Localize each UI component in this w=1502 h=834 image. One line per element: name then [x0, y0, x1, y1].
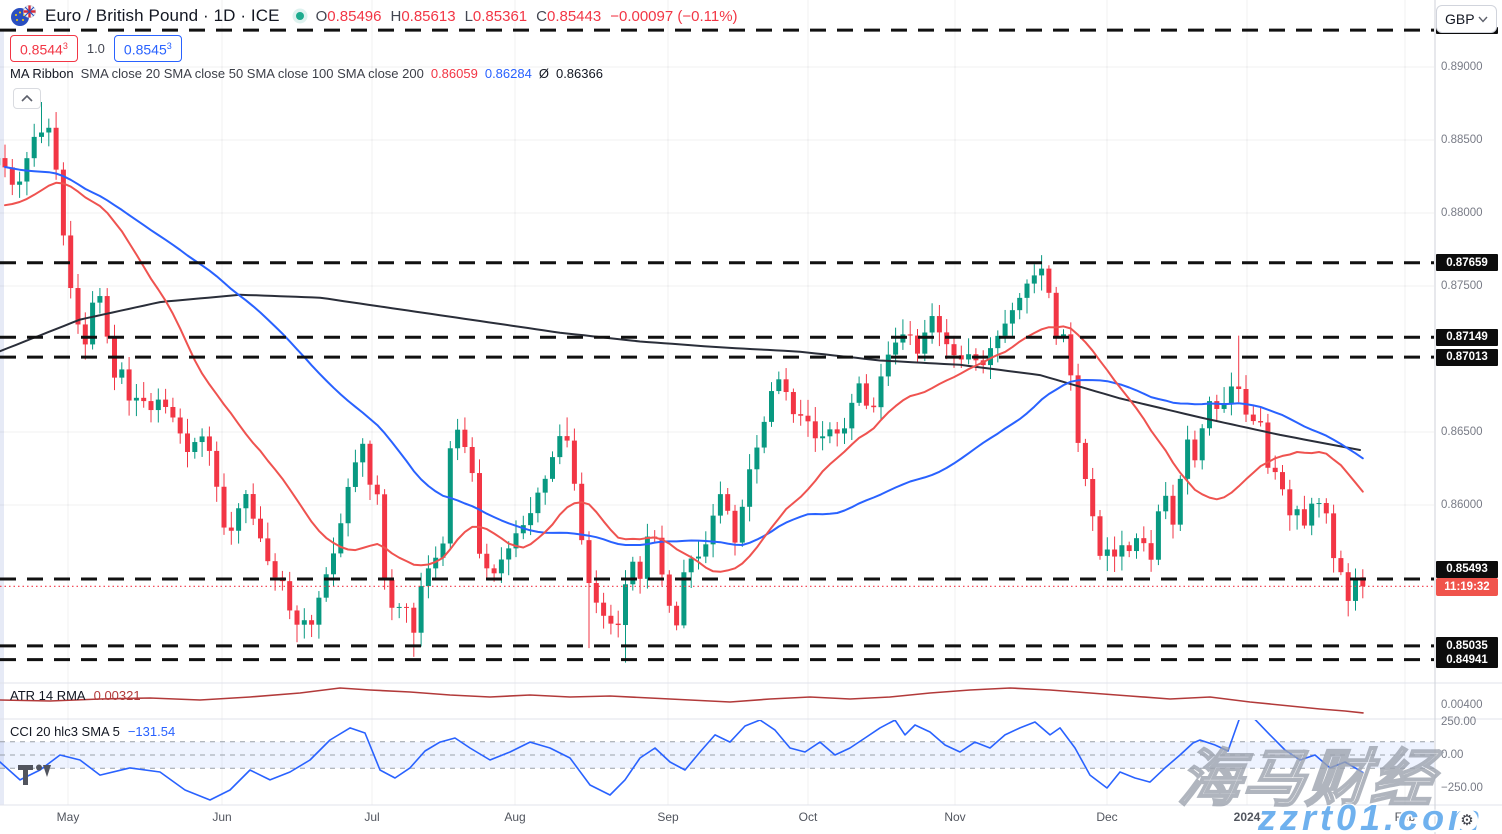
price-axis-tick: 250.00	[1441, 716, 1477, 728]
price-axis-tick: −250.00	[1441, 782, 1483, 794]
indicator-params: SMA close 20 SMA close 50 SMA close 100 …	[80, 66, 424, 81]
ma-ribbon-legend[interactable]: MA Ribbon SMA close 20 SMA close 50 SMA …	[10, 66, 603, 81]
chevron-up-icon	[21, 94, 33, 102]
cci-line	[0, 720, 1364, 801]
price-axis-tick: 0.86500	[1441, 426, 1483, 438]
tradingview-logo[interactable]	[16, 762, 52, 788]
time-axis-label: May	[56, 810, 80, 824]
chevron-down-icon	[1478, 16, 1488, 23]
time-axis-label: Jun	[212, 810, 232, 824]
level-price-badge: 0.87659	[1436, 254, 1498, 272]
bar-countdown-badge: 11:19:32	[1436, 578, 1498, 596]
time-axis-label: Nov	[944, 810, 966, 824]
cci-name: CCI 20 hlc3 SMA 5	[10, 724, 120, 739]
time-axis-label: Oct	[798, 810, 818, 824]
gridlines	[0, 0, 1434, 805]
currency-unit-label: GBP	[1445, 11, 1475, 27]
price-axis-tick: 0.87500	[1441, 280, 1483, 292]
left-edge-strip	[0, 30, 4, 805]
price-axis-tick: 0.89000	[1441, 61, 1483, 73]
cci-legend[interactable]: CCI 20 hlc3 SMA 5 −131.54	[10, 724, 175, 739]
level-price-badge: 0.85035	[1436, 637, 1498, 655]
ohlc-readout: O0.85496 H0.85613 L0.85361 C0.85443 −0.0…	[316, 8, 738, 25]
symbol-title[interactable]: Euro / British Pound · 1D · ICE	[45, 6, 280, 25]
sma20-line	[4, 181, 1364, 573]
buy-price-button[interactable]: 0.85453	[113, 35, 182, 62]
price-levels-layer[interactable]	[0, 28, 1434, 662]
time-axis-label: 2024	[1233, 810, 1261, 824]
ribbon-avg-value: 0.86366	[555, 66, 603, 81]
close-value: 0.85443	[546, 7, 602, 25]
symbol-header: Euro / British Pound · 1D · ICE O0.85496…	[10, 5, 738, 27]
market-status-icon[interactable]	[292, 8, 308, 24]
time-axis-label: Feb	[1394, 810, 1416, 824]
spread-value: 1.0	[86, 40, 105, 56]
atr-line	[0, 687, 1364, 714]
watermark-site: zzrt01.com	[1258, 797, 1485, 834]
bid-ask-row: 0.85443 1.0 0.85453	[10, 35, 182, 62]
price-axis-tick: 0.00400	[1441, 699, 1483, 711]
gear-icon[interactable]: ⚙	[1456, 809, 1478, 831]
high-label: H	[390, 7, 402, 25]
time-axis-label: Dec	[1096, 810, 1118, 824]
sma20-value: 0.86059	[430, 66, 478, 81]
time-axis-label: Sep	[657, 810, 679, 824]
high-value: 0.85613	[401, 7, 456, 25]
sma50-line	[4, 166, 1364, 546]
cci-value: −131.54	[127, 724, 176, 739]
candles-layer	[0, 102, 1366, 663]
atr-legend[interactable]: ATR 14 RMA 0.00321	[10, 688, 141, 703]
atr-value: 0.00321	[93, 688, 141, 703]
time-axis-label: Aug	[504, 810, 526, 824]
atr-name: ATR 14 RMA	[10, 688, 86, 703]
symbol-pair-icon	[11, 5, 36, 26]
collapse-legend-button[interactable]	[13, 88, 41, 109]
price-axis-tick: 0.88000	[1441, 207, 1483, 219]
sell-price-button[interactable]: 0.85443	[10, 35, 78, 62]
indicator-name: MA Ribbon	[10, 66, 74, 81]
low-label: L	[464, 7, 473, 25]
open-value: 0.85496	[327, 7, 382, 25]
sma-slow-line	[0, 293, 1361, 451]
change-value: −0.00097 (−0.11%)	[610, 7, 738, 25]
sma50-value: 0.86284	[484, 66, 532, 81]
low-value: 0.85361	[472, 7, 528, 25]
currency-unit-dropdown[interactable]: GBP	[1436, 5, 1497, 33]
level-price-badge: 0.85493	[1436, 560, 1498, 578]
average-symbol: Ø	[538, 66, 549, 81]
level-price-badge: 0.87013	[1436, 348, 1498, 366]
level-price-badge: 0.87149	[1436, 328, 1498, 346]
price-axis-tick: 0.00	[1441, 749, 1464, 761]
price-axis-tick: 0.86000	[1441, 499, 1483, 511]
time-axis-label: Jul	[364, 810, 380, 824]
price-axis-tick: 0.88500	[1441, 134, 1483, 146]
close-label: C	[536, 7, 547, 25]
level-price-badge: 0.84941	[1436, 651, 1498, 669]
open-label: O	[315, 7, 328, 25]
